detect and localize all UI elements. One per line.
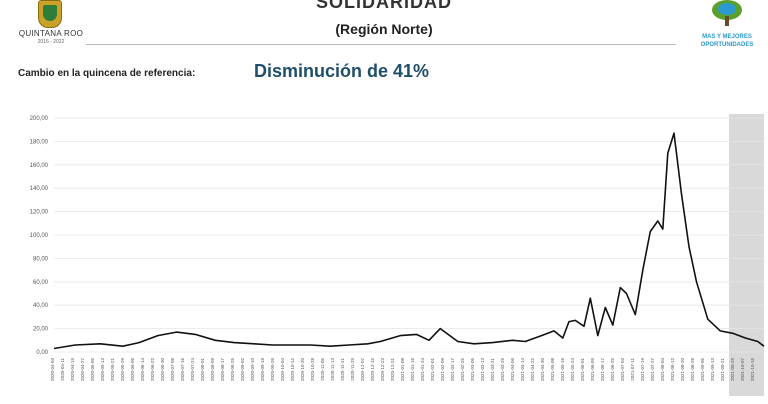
x-tick-label: 2021-02-25 [460,358,465,382]
x-tick-label: 2021-06-09 [590,358,595,382]
x-tick-label: 2020-06-22 [150,358,155,382]
x-tick-label: 2020-04-27 [80,358,85,382]
x-tick-label: 2020-04-03 [50,358,55,382]
x-tick-label: 2020-11-13 [330,358,335,381]
x-tick-label: 2021-01-16 [410,358,415,382]
x-tick-label: 2020-10-28 [310,358,315,382]
x-tick-label: 2020-06-14 [140,358,145,382]
x-tick-label: 2021-10-15 [750,358,755,382]
x-tick-label: 2020-09-26 [270,358,275,382]
x-tick-label: 2020-06-30 [160,358,165,382]
y-tick-label: 160,00 [30,163,49,169]
x-tick-label: 2021-03-21 [490,358,495,382]
logo-left-sub: 2016 - 2022 [37,39,65,45]
y-tick-label: 0,00 [36,350,48,356]
x-tick-label: 2021-07-03 [620,358,625,382]
x-tick-label: 2020-10-12 [290,358,295,382]
series-line [53,132,765,350]
x-tick-label: 2020-05-21 [110,358,115,382]
x-tick-label: 2020-05-29 [120,358,125,382]
header: QUINTANA ROO 2016 - 2022 SOLIDARIDAD (Re… [0,0,768,70]
y-tick-label: 80,00 [33,256,49,262]
x-tick-label: 2021-02-09 [440,358,445,382]
crest-icon [38,0,62,28]
x-tick-label: 2021-06-01 [580,358,585,382]
x-tick-label: 2020-04-11 [60,358,65,381]
x-tick-label: 2021-05-16 [560,358,565,382]
y-tick-label: 100,00 [30,233,49,239]
mas-y-mejores-logo: MAS Y MEJORES OPORTUNIDADES [694,0,760,50]
x-tick-label: 2020-07-08 [170,358,175,382]
x-tick-label: 2021-04-14 [520,358,525,382]
page-subtitle: (Región Norte) [335,21,433,37]
x-tick-label: 2021-06-25 [610,358,615,382]
y-tick-label: 40,00 [33,303,49,309]
x-tick-label: 2020-09-10 [250,358,255,382]
tree-icon [710,0,744,26]
x-tick-label: 2020-06-06 [130,358,135,382]
x-tick-label: 2021-06-17 [600,358,605,382]
x-tick-label: 2020-12-31 [390,358,395,382]
x-tick-label: 2021-09-13 [710,358,715,382]
x-tick-label: 2021-02-01 [430,358,435,382]
x-tick-label: 2021-07-27 [650,358,655,382]
x-tick-label: 2021-03-13 [480,358,485,382]
x-tick-label: 2021-08-20 [680,358,685,382]
x-tick-label: 2021-09-21 [720,358,725,382]
x-tick-label: 2021-03-29 [500,358,505,382]
x-tick-label: 2020-07-16 [180,358,185,382]
x-tick-label: 2020-12-07 [360,358,365,382]
x-tick-label: 2021-07-19 [640,358,645,382]
x-tick-label: 2021-04-22 [530,358,535,382]
x-tick-label: 2020-08-09 [210,358,215,382]
x-tick-label: 2021-05-08 [550,358,555,382]
x-tick-label: 2020-10-20 [300,358,305,382]
y-tick-label: 180,00 [30,139,49,145]
y-tick-label: 20,00 [33,327,49,333]
logo-right-line1: MAS Y MEJORES [702,34,752,40]
x-tick-label: 2021-08-28 [690,358,695,382]
x-tick-label: 2021-08-04 [660,358,665,382]
x-tick-label: 2020-12-15 [370,358,375,382]
quintana-roo-logo: QUINTANA ROO 2016 - 2022 [12,0,90,50]
x-tick-label: 2020-09-02 [240,358,245,382]
x-tick-label: 2020-05-05 [90,358,95,382]
y-tick-label: 120,00 [30,210,49,216]
y-tick-label: 60,00 [33,280,49,286]
x-tick-label: 2020-04-19 [70,358,75,382]
change-value: Disminución de 41% [254,61,430,81]
page-title: SOLIDARIDAD [316,0,452,12]
x-tick-label: 2020-07-24 [190,358,195,382]
x-tick-label: 2020-12-23 [380,358,385,382]
x-tick-label: 2021-09-29 [730,358,735,382]
x-tick-label: 2021-08-12 [670,358,675,382]
header-divider [86,44,676,45]
x-tick-label: 2021-07-11 [630,358,635,381]
x-tick-label: 2021-04-06 [510,358,515,382]
x-tick-label: 2021-03-05 [470,358,475,382]
x-tick-label: 2021-02-17 [450,358,455,382]
y-tick-label: 200,00 [30,116,49,122]
x-tick-label: 2021-01-08 [400,358,405,382]
x-tick-label: 2021-05-24 [570,358,575,382]
x-tick-label: 2020-08-17 [220,358,225,382]
logo-right-line2: OPORTUNIDADES [700,42,754,48]
x-tick-label: 2020-11-29 [350,358,355,381]
y-tick-label: 140,00 [30,186,49,192]
trend-chart: 0,00 20,00 40,00 60,00 80,00 100,00 120,00 140,… [30,114,765,396]
x-tick-label: 2020-08-01 [200,358,205,382]
x-tick-label: 2020-10-04 [280,358,285,382]
x-tick-label: 2021-09-05 [700,358,705,382]
x-tick-label: 2021-10-07 [740,358,745,382]
x-tick-label: 2020-11-21 [340,358,345,381]
x-tick-label: 2020-05-13 [100,358,105,382]
x-tick-label: 2020-11-05 [320,358,325,381]
x-tick-label: 2020-08-25 [230,358,235,382]
change-label: Cambio en la quincena de referencia: [18,68,196,79]
x-tick-label: 2021-01-24 [420,358,425,382]
logo-left-name: QUINTANA ROO [18,29,84,38]
shaded-region [729,114,764,396]
x-tick-label: 2021-04-30 [540,358,545,382]
x-tick-label: 2020-09-18 [260,358,265,382]
